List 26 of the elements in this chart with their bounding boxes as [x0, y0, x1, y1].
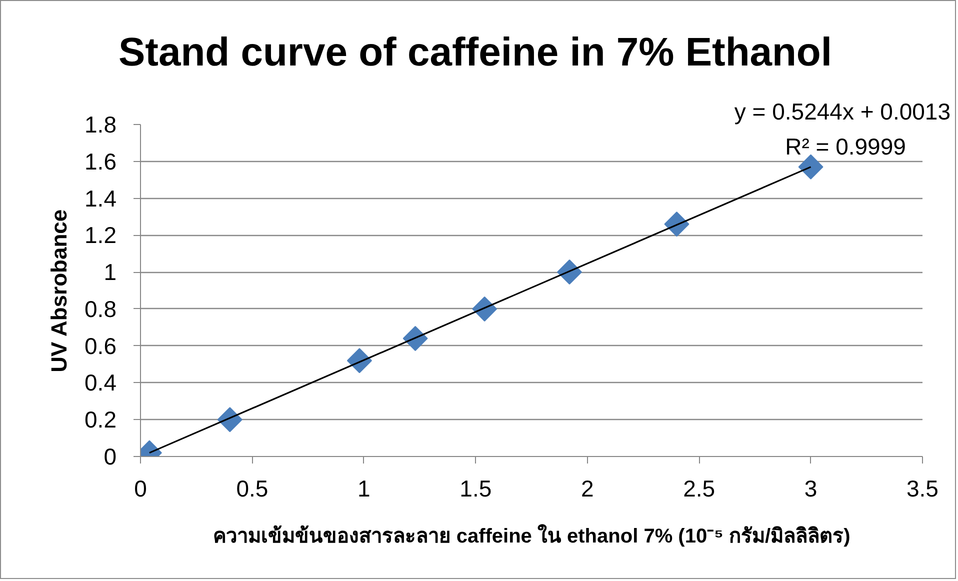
x-tick-label: 1: [358, 476, 370, 502]
y-tick-label: 0.6: [84, 332, 117, 359]
y-tick-label: 0.4: [84, 370, 117, 396]
y-tick-label: 1: [104, 259, 117, 286]
y-tick-label: 1.8: [84, 112, 117, 138]
y-tick-label: 0: [104, 444, 117, 470]
y-tick-label: 1.2: [84, 222, 117, 248]
chart-title: Stand curve of caffeine in 7% Ethanol: [118, 30, 832, 74]
x-tick-label: 2.5: [683, 476, 716, 502]
x-tick-label: 1.5: [460, 476, 492, 502]
point: [346, 348, 372, 374]
y-axis-title: UV Absrobance: [46, 209, 72, 372]
x-tick-label: 2: [580, 476, 594, 502]
y-tick-label: 0.2: [84, 406, 117, 433]
x-tick-label: 3: [804, 476, 818, 502]
x-tick-label: 3.5: [906, 476, 938, 502]
point: [798, 154, 824, 180]
y-tick-label: 0.8: [84, 296, 117, 322]
text: y = 0.5244x + 0.0013: [734, 98, 951, 124]
x-axis-title: ความเข้มข้นของสารละลาย caffeine ใน ethanol 7% (10⁻⁵ กรัม/มิลลิลิตร): [212, 524, 850, 548]
point: [664, 212, 690, 237]
annotation: R² = 0.9999: [785, 134, 906, 160]
x-tick-label: 0: [134, 476, 147, 502]
x-tick-label: 0.5: [236, 476, 268, 502]
y-tick-label: 1.4: [84, 185, 117, 212]
y-tick-label: 1.6: [84, 148, 117, 174]
